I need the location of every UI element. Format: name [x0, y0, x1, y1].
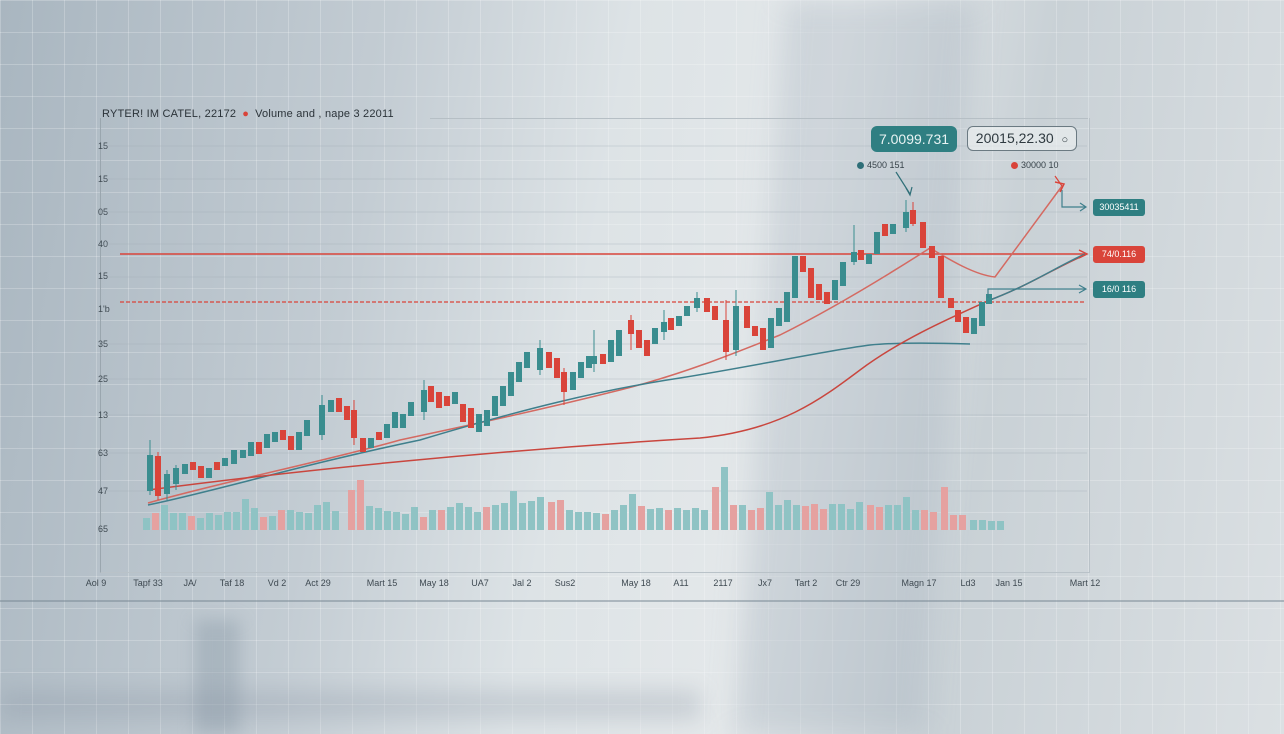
chart-title: RYTER! IM CATEL, 22172 ● Volume and , nape…	[102, 108, 394, 120]
annotation-arrows	[895, 171, 1089, 298]
teal-marker-label: 4500 151	[857, 160, 905, 170]
x-tick: Jan 15	[995, 578, 1023, 588]
panel-edge	[0, 600, 1284, 602]
x-tick: Mart 15	[366, 578, 398, 588]
ma-short-line	[147, 185, 1063, 504]
y-tick: 35	[98, 339, 109, 349]
x-tick: Jal 2	[512, 578, 532, 588]
y-tick: 15	[98, 141, 109, 151]
x-tick: Mart 12	[1069, 578, 1101, 588]
x-tick: Aol 9	[85, 578, 107, 588]
y-tick: 05	[98, 207, 109, 217]
ma-long-line	[147, 254, 1086, 491]
y-tick: 65	[98, 524, 109, 534]
y-tick: 47	[98, 486, 109, 496]
price-tag-support: 16/0 116	[1093, 281, 1145, 298]
x-tick: Sus2	[554, 578, 576, 588]
chart-title-text: RYTER! IM CATEL, 22172	[102, 108, 237, 120]
x-tick: Ctr 29	[835, 578, 861, 588]
y-tick: 13	[98, 410, 109, 420]
x-tick: A11	[673, 578, 689, 588]
teal-marker-text: 4500 151	[867, 160, 905, 170]
price-callout: 7.0099.731	[871, 126, 957, 152]
x-tick: Act 29	[305, 578, 331, 588]
x-tick: 2117	[713, 578, 733, 588]
x-tick: Ld3	[960, 578, 976, 588]
teal-dot-icon	[857, 162, 864, 170]
price-tag-resistance: 74/0.116	[1093, 246, 1145, 263]
chart-frame	[100, 118, 1090, 573]
volume-bars	[143, 467, 1004, 530]
x-tick: May 18	[621, 578, 651, 588]
red-dot-icon	[1011, 162, 1018, 170]
x-tick: May 18	[419, 578, 449, 588]
window-shadow-bar	[0, 690, 700, 720]
x-tick: Tart 2	[794, 578, 818, 588]
grid-lines	[101, 145, 1087, 492]
y-tick: 15	[98, 271, 109, 281]
red-marker-text: 30000 10	[1021, 160, 1059, 170]
x-tick: Magn 17	[901, 578, 937, 588]
ma-mid-line	[147, 342, 971, 506]
x-tick: Jx7	[757, 578, 773, 588]
y-tick: 40	[98, 239, 109, 249]
x-tick: Taf 18	[219, 578, 245, 588]
y-tick: 15	[98, 174, 109, 184]
date-callout-text: 20015,22.30	[975, 130, 1054, 146]
x-tick: Vd 2	[267, 578, 287, 588]
window-shadow-post	[195, 620, 240, 734]
y-tick: 25	[98, 374, 109, 384]
x-tick: UA7	[471, 578, 489, 588]
x-tick: Tapf 33	[133, 578, 163, 588]
date-callout: 20015,22.30 ○	[967, 126, 1077, 151]
legend-dot-icon: ●	[242, 108, 250, 120]
x-tick: JA/	[183, 578, 197, 588]
circle-icon: ○	[1061, 134, 1069, 146]
candlesticks	[147, 200, 992, 500]
red-marker-label: 30000 10	[1011, 160, 1059, 170]
ma-mid-extension	[989, 253, 1086, 301]
chart-subtitle: Volume and , nape 3 22011	[255, 108, 394, 120]
y-tick: 63	[98, 448, 109, 458]
title-divider	[430, 118, 1088, 119]
y-tick: 1'b	[98, 304, 110, 314]
price-tag-top: 30035411	[1093, 199, 1145, 216]
